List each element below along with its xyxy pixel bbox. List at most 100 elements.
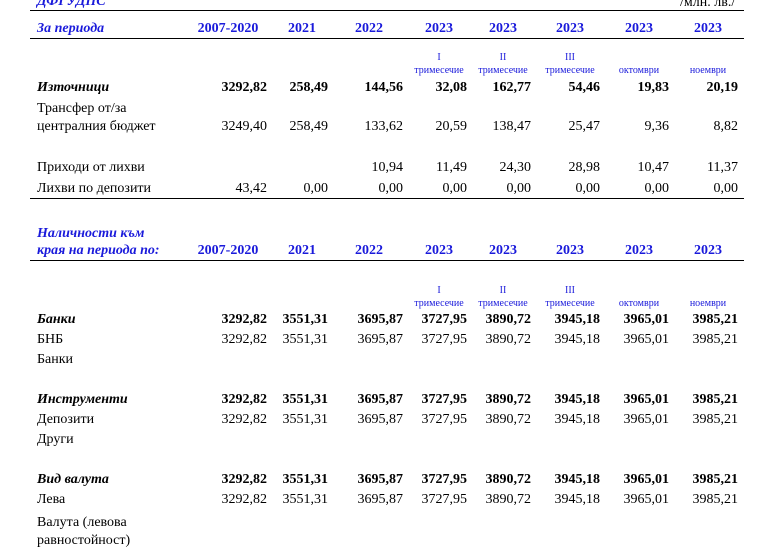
s1-sub-4-b: тримесечие [478,65,528,76]
divider-header-1 [30,38,744,39]
cell-leva-0: 3292,82 [221,492,268,507]
s2-sub-7-b: ноември [689,298,727,309]
s2-year-2: 2022 [355,243,383,258]
s1-year-1: 2021 [288,21,316,36]
cell-leva-4: 3890,72 [485,492,532,507]
row-label-foreign-b: равностойност) [37,533,131,548]
s2-year-0: 2007-2020 [197,243,259,258]
divider-top [30,10,744,11]
cell-bnb-3: 3727,95 [421,332,468,347]
cell-bnb-0: 3292,82 [221,332,268,347]
cell-bnb-2: 3695,87 [357,332,404,347]
balances-label-b: края на периода по: [37,243,160,258]
cell-instruments-2: 3695,87 [357,392,404,407]
s1-sub-6-b: октомври [618,65,660,76]
s1-year-0: 2007-2020 [197,21,259,36]
cell-banks-4: 3890,72 [485,312,532,327]
s2-sub-6-b: октомври [618,298,660,309]
cell-transfer-7: 8,82 [713,119,739,134]
s1-sub-5-a: III [565,52,575,63]
cell-deposits-6: 3965,01 [623,412,670,427]
cell-banks-2: 3695,87 [357,312,404,327]
cell-bnb-7: 3985,21 [692,332,739,347]
cell-sources-5: 54,46 [568,80,601,95]
org-title: ДФГУДПС [37,0,106,9]
cell-instruments-3: 3727,95 [421,392,468,407]
cell-sources-1: 258,49 [289,80,329,95]
row-label-instruments: Инструменти [37,392,128,407]
cell-instruments-4: 3890,72 [485,392,532,407]
row-label-transfer-a: Трансфер от/за [37,101,127,116]
cell-interest-7: 11,37 [707,160,738,175]
row-label-deposits: Депозити [37,412,95,427]
cell-transfer-6: 9,36 [644,119,670,134]
row-label-banks: Банки [37,312,76,327]
cell-transfer-1: 258,49 [289,119,329,134]
cell-currency_type-5: 3945,18 [554,472,601,487]
s2-year-1: 2021 [288,243,316,258]
cell-currency_type-0: 3292,82 [221,472,268,487]
cell-sources-7: 20,19 [706,80,739,95]
s2-year-4: 2023 [489,243,517,258]
row-label-deposit-interest: Лихви по депозити [37,181,152,196]
s2-sub-3-b: тримесечие [414,298,464,309]
divider-header-2 [30,260,744,261]
unit-label: /млн. лв./ [680,0,736,10]
cell-deposits-1: 3551,31 [282,412,329,427]
s1-sub-7-b: ноември [689,65,727,76]
cell-instruments-1: 3551,31 [282,392,329,407]
s1-sub-4-a: II [499,52,507,63]
cell-deposits-5: 3945,18 [554,412,601,427]
cell-sources-3: 32,08 [435,80,468,95]
cell-deposits-2: 3695,87 [357,412,404,427]
cell-interest-6: 10,47 [637,160,670,175]
row-label-banks-2: Банки [37,352,74,367]
cell-transfer-2: 133,62 [364,119,404,134]
s2-sub-3-a: I [437,285,441,296]
cell-currency_type-1: 3551,31 [282,472,329,487]
cell-sources-2: 144,56 [364,80,404,95]
s1-sub-3-a: I [437,52,441,63]
row-label-foreign-a: Валута (левова [37,515,127,530]
cell-currency_type-7: 3985,21 [692,472,739,487]
cell-interest-3: 11,49 [436,160,467,175]
s2-year-3: 2023 [425,243,453,258]
cell-leva-6: 3965,01 [623,492,670,507]
cell-deposits-7: 3985,21 [692,412,739,427]
cell-banks-0: 3292,82 [221,312,268,327]
cell-bnb-4: 3890,72 [485,332,532,347]
s2-year-5: 2023 [556,243,584,258]
row-label-other: Други [37,432,74,447]
cell-bnb-6: 3965,01 [623,332,670,347]
cell-leva-7: 3985,21 [692,492,739,507]
cell-currency_type-2: 3695,87 [357,472,404,487]
cell-banks-6: 3965,01 [623,312,670,327]
cell-interest-5: 28,98 [568,160,601,175]
cell-bnb-1: 3551,31 [282,332,329,347]
cell-transfer-3: 20,59 [435,119,468,134]
cell-leva-5: 3945,18 [554,492,601,507]
cell-deposits-3: 3727,95 [421,412,468,427]
s1-year-7: 2023 [694,21,722,36]
cell-deposit_interest-6: 0,00 [644,181,670,196]
row-label-sources: Източници [37,80,110,95]
period-label: За периода [37,21,105,36]
s1-year-4: 2023 [489,21,517,36]
cell-transfer-0: 3249,40 [221,119,268,134]
cell-deposit_interest-5: 0,00 [575,181,601,196]
cell-interest-4: 24,30 [499,160,532,175]
cell-banks-1: 3551,31 [282,312,329,327]
cell-transfer-5: 25,47 [568,119,601,134]
s2-sub-4-b: тримесечие [478,298,528,309]
s1-year-3: 2023 [425,21,453,36]
cell-banks-5: 3945,18 [554,312,601,327]
s1-sub-5-b: тримесечие [545,65,595,76]
row-label-interest: Приходи от лихви [37,160,145,175]
cell-sources-4: 162,77 [492,80,532,95]
cell-instruments-7: 3985,21 [692,392,739,407]
cell-banks-7: 3985,21 [692,312,739,327]
s2-year-6: 2023 [625,243,653,258]
divider-section-1 [30,198,744,199]
cell-deposit_interest-1: 0,00 [303,181,329,196]
cell-transfer-4: 138,47 [492,119,532,134]
